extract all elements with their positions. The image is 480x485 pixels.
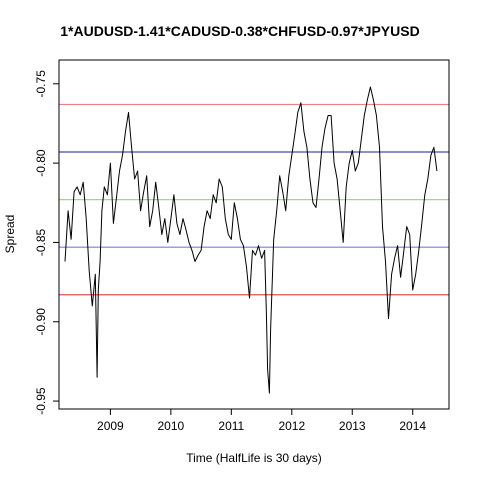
x-tick-label-2012: 2012 [278, 419, 305, 433]
plot-frame [58, 59, 450, 410]
x-tick-label-2013: 2013 [339, 419, 366, 433]
y-tick-label--0.75: -0.75 [34, 70, 48, 98]
x-tick-label-2011: 2011 [218, 419, 244, 433]
y-tick-label--0.85: -0.85 [34, 228, 48, 256]
y-tick-label--0.95: -0.95 [34, 387, 48, 415]
x-tick-label-2009: 2009 [97, 419, 124, 433]
y-axis-label: Spread [3, 215, 17, 254]
x-tick-label-2010: 2010 [158, 419, 185, 433]
y-tick-label--0.90: -0.90 [34, 308, 48, 336]
chart-title: 1*AUDUSD-1.41*CADUSD-0.38*CHFUSD-0.97*JP… [60, 23, 419, 39]
x-axis-label: Time (HalfLife is 30 days) [186, 451, 322, 465]
spread-series-line [64, 86, 438, 394]
x-tick-label-2014: 2014 [399, 419, 426, 433]
y-tick-label--0.80: -0.80 [34, 149, 48, 177]
